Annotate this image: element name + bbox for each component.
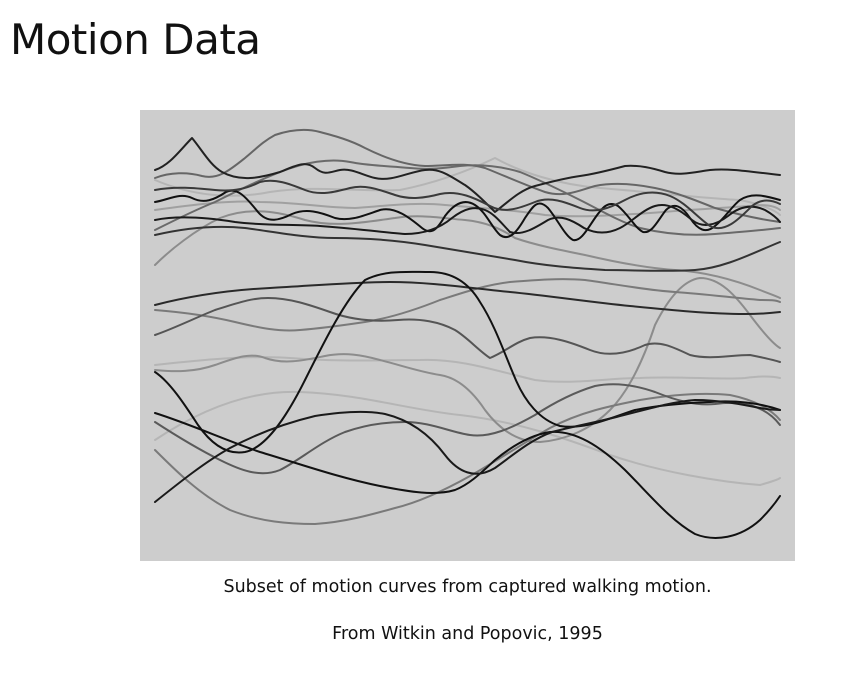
slide-title: Motion Data bbox=[10, 15, 261, 64]
motion-curve bbox=[154, 210, 781, 299]
motion-curve bbox=[154, 356, 781, 383]
motion-curve bbox=[154, 412, 781, 539]
motion-curve bbox=[154, 297, 781, 363]
motion-curve bbox=[154, 270, 781, 454]
figure-credit: From Witkin and Popovic, 1995 bbox=[332, 624, 603, 644]
motion-curve bbox=[154, 157, 781, 216]
motion-curve bbox=[154, 390, 781, 486]
motion-curve bbox=[154, 383, 781, 475]
motion-curve bbox=[154, 281, 781, 315]
motion-curve bbox=[154, 225, 781, 272]
motion-curve bbox=[154, 399, 781, 503]
motion-curve bbox=[154, 204, 781, 235]
motion-curve bbox=[154, 159, 781, 236]
motion-curve bbox=[154, 179, 781, 229]
motion-curve bbox=[154, 392, 781, 525]
motion-curve bbox=[154, 137, 781, 213]
figure-caption: Subset of motion curves from captured wa… bbox=[223, 577, 712, 597]
motion-curves-figure bbox=[140, 110, 795, 561]
motion-curve bbox=[154, 128, 781, 223]
motion-curve bbox=[154, 277, 781, 443]
